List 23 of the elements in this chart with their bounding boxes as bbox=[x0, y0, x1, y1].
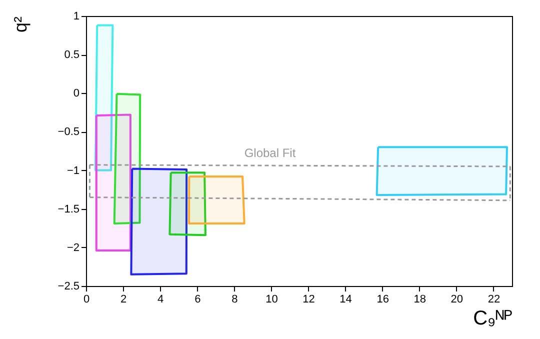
x-tick-label: 6 bbox=[194, 294, 201, 306]
x-tick-label: 22 bbox=[488, 294, 500, 306]
x-tick-label: 16 bbox=[376, 294, 389, 306]
y-axis-title: q² bbox=[10, 16, 30, 33]
x-tick-label: 8 bbox=[232, 294, 238, 306]
x-tick-label: 2 bbox=[120, 294, 127, 306]
x-tick-label: 0 bbox=[83, 294, 90, 306]
y-tick-label: −0.5 bbox=[58, 126, 80, 138]
y-tick-label: −1.5 bbox=[58, 203, 80, 216]
x-tick-label: 14 bbox=[340, 294, 352, 306]
y-tick-label: 0.5 bbox=[64, 49, 80, 62]
annotation: Global Fit bbox=[244, 146, 296, 160]
x-axis-title: C₉ᴺᴾ bbox=[473, 308, 512, 330]
x-tick-label: 18 bbox=[414, 294, 426, 306]
x-tick-label: 10 bbox=[266, 294, 278, 306]
x-tick-label: 20 bbox=[450, 294, 464, 306]
x-tick-label: 4 bbox=[158, 294, 164, 306]
y-tick-label: −2.5 bbox=[58, 280, 80, 292]
y-tick-label: 0 bbox=[73, 88, 80, 100]
y-tick-label: −1 bbox=[66, 164, 80, 177]
y-tick-label: 1 bbox=[73, 10, 80, 22]
x-tick-label: 12 bbox=[302, 294, 315, 306]
y-tick-label: −2 bbox=[66, 242, 80, 254]
